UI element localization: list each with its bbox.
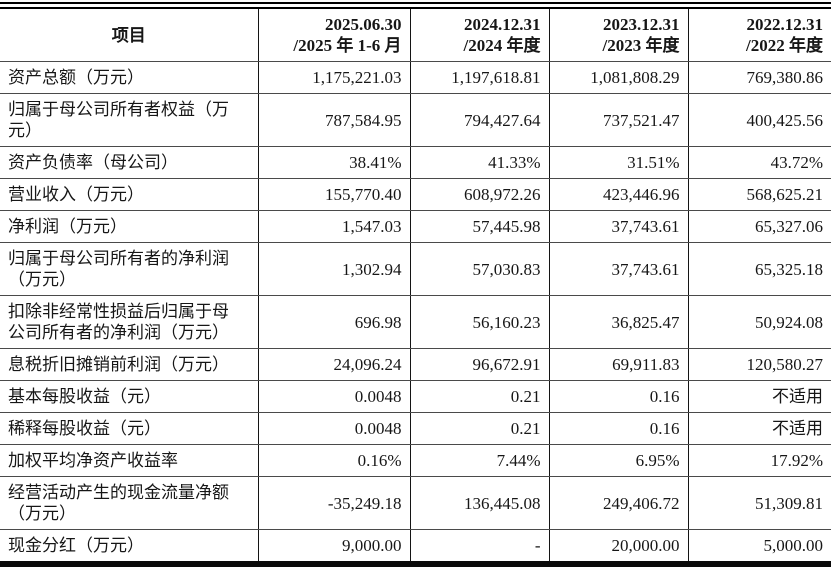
header-period-date: 2024.12.31 — [464, 15, 541, 34]
row-label-cell: 资产负债率（母公司） — [0, 146, 258, 179]
header-period-2025h1: 2025.06.30 /2025 年 1-6 月 — [257, 9, 410, 62]
table-row: 资产总额（万元） 1,175,221.03 1,197,618.81 1,081… — [0, 61, 831, 94]
header-period-2023: 2023.12.31 /2023 年度 — [548, 9, 688, 62]
table-row: 稀释每股收益（元） 0.0048 0.21 0.16 不适用 — [0, 412, 831, 445]
row-value-cell: 0.16% — [257, 444, 410, 477]
row-value-cell: 51,309.81 — [687, 476, 831, 530]
row-value-cell: 1,081,808.29 — [548, 61, 688, 94]
row-value-cell: 31.51% — [548, 146, 688, 179]
row-label-cell: 净利润（万元） — [0, 210, 258, 243]
header-item-column: 项目 — [0, 9, 258, 62]
table-row: 现金分红（万元） 9,000.00 - 20,000.00 5,000.00 — [0, 529, 831, 561]
row-value-cell: 1,302.94 — [257, 242, 410, 296]
row-value-cell: 38.41% — [257, 146, 410, 179]
row-value-cell: 96,672.91 — [409, 348, 549, 381]
table-row: 基本每股收益（元） 0.0048 0.21 0.16 不适用 — [0, 380, 831, 413]
row-value-cell: -35,249.18 — [257, 476, 410, 530]
row-value-cell: 65,327.06 — [687, 210, 831, 243]
row-value-cell: 696.98 — [257, 295, 410, 349]
row-value-cell: 37,743.61 — [548, 210, 688, 243]
row-value-cell: 24,096.24 — [257, 348, 410, 381]
row-label-cell: 经营活动产生的现金流量净额（万元） — [0, 476, 258, 530]
key-financial-indicators-table: 项目 2025.06.30 /2025 年 1-6 月 2024.12.31 /… — [0, 9, 831, 561]
row-value-cell: 65,325.18 — [687, 242, 831, 296]
row-value-cell: 0.0048 — [257, 380, 410, 413]
row-value-cell: 1,547.03 — [257, 210, 410, 243]
row-value-cell: 36,825.47 — [548, 295, 688, 349]
table-row: 净利润（万元） 1,547.03 57,445.98 37,743.61 65,… — [0, 210, 831, 243]
row-value-cell: 6.95% — [548, 444, 688, 477]
row-value-cell: 787,584.95 — [257, 93, 410, 147]
table-row: 营业收入（万元） 155,770.40 608,972.26 423,446.9… — [0, 178, 831, 211]
table-row: 加权平均净资产收益率 0.16% 7.44% 6.95% 17.92% — [0, 444, 831, 477]
row-value-cell: 7.44% — [409, 444, 549, 477]
row-value-cell: 57,030.83 — [409, 242, 549, 296]
row-value-cell: 1,197,618.81 — [409, 61, 549, 94]
row-value-cell: 423,446.96 — [548, 178, 688, 211]
row-label-cell: 营业收入（万元） — [0, 178, 258, 211]
row-value-cell: 249,406.72 — [548, 476, 688, 530]
row-value-cell: 0.21 — [409, 380, 549, 413]
row-value-cell: 57,445.98 — [409, 210, 549, 243]
row-value-cell: 20,000.00 — [548, 529, 688, 561]
row-value-cell: 0.16 — [548, 412, 688, 445]
row-value-cell: 400,425.56 — [687, 93, 831, 147]
table-row: 归属于母公司所有者权益（万元） 787,584.95 794,427.64 73… — [0, 93, 831, 147]
row-value-cell: 0.0048 — [257, 412, 410, 445]
header-period-date: 2023.12.31 — [603, 15, 680, 34]
row-value-cell: 794,427.64 — [409, 93, 549, 147]
row-value-cell: 769,380.86 — [687, 61, 831, 94]
header-period-2024: 2024.12.31 /2024 年度 — [409, 9, 549, 62]
row-label-cell: 稀释每股收益（元） — [0, 412, 258, 445]
table-row: 资产负债率（母公司） 38.41% 41.33% 31.51% 43.72% — [0, 146, 831, 179]
table-row: 归属于母公司所有者的净利润（万元） 1,302.94 57,030.83 37,… — [0, 242, 831, 296]
row-value-cell: 1,175,221.03 — [257, 61, 410, 94]
row-value-cell: 50,924.08 — [687, 295, 831, 349]
row-value-cell: - — [409, 529, 549, 561]
row-value-cell: 568,625.21 — [687, 178, 831, 211]
row-value-cell: 不适用 — [687, 412, 831, 445]
row-value-cell: 5,000.00 — [687, 529, 831, 561]
row-label-cell: 资产总额（万元） — [0, 61, 258, 94]
row-value-cell: 0.16 — [548, 380, 688, 413]
row-value-cell: 56,160.23 — [409, 295, 549, 349]
table-row: 扣除非经常性损益后归属于母公司所有者的净利润（万元） 696.98 56,160… — [0, 295, 831, 349]
table-row: 经营活动产生的现金流量净额（万元） -35,249.18 136,445.08 … — [0, 476, 831, 530]
row-value-cell: 608,972.26 — [409, 178, 549, 211]
row-label-cell: 现金分红（万元） — [8, 536, 144, 555]
row-label-cell: 基本每股收益（元） — [0, 380, 258, 413]
row-value-cell: 37,743.61 — [548, 242, 688, 296]
header-period-date: 2025.06.30 — [325, 15, 402, 34]
header-period-date: 2022.12.31 — [746, 15, 824, 34]
row-value-cell: 不适用 — [687, 380, 831, 413]
row-value-cell: 136,445.08 — [409, 476, 549, 530]
header-period-span: /2024 年度 — [463, 36, 541, 55]
row-value-cell: 9,000.00 — [257, 529, 410, 561]
row-value-cell: 0.21 — [409, 412, 549, 445]
row-value-cell: 155,770.40 — [257, 178, 410, 211]
table-row: 息税折旧摊销前利润（万元） 24,096.24 96,672.91 69,911… — [0, 348, 831, 381]
header-period-span: /2025 年 1-6 月 — [293, 36, 402, 55]
row-label-cell: 扣除非经常性损益后归属于母公司所有者的净利润（万元） — [0, 295, 258, 349]
row-value-cell: 43.72% — [687, 146, 831, 179]
row-value-cell: 17.92% — [687, 444, 831, 477]
row-value-cell: 737,521.47 — [548, 93, 688, 147]
header-period-span: /2023 年度 — [602, 36, 680, 55]
header-row: 项目 2025.06.30 /2025 年 1-6 月 2024.12.31 /… — [0, 9, 831, 62]
row-label-cell: 归属于母公司所有者权益（万元） — [0, 93, 258, 147]
row-value-cell: 41.33% — [409, 146, 549, 179]
row-value-cell: 120,580.27 — [687, 348, 831, 381]
header-period-span: /2022 年度 — [746, 36, 823, 55]
row-label-cell: 加权平均净资产收益率 — [0, 444, 258, 477]
row-label-cell: 归属于母公司所有者的净利润（万元） — [0, 242, 258, 296]
header-period-2022: 2022.12.31 /2022 年度 — [687, 9, 831, 62]
row-label-cell: 息税折旧摊销前利润（万元） — [0, 348, 258, 381]
row-value-cell: 69,911.83 — [548, 348, 688, 381]
